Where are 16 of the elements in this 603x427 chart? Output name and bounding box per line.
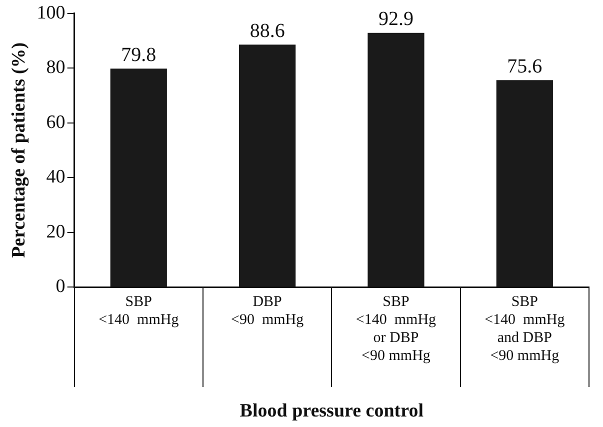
data-label: 75.6 [507, 55, 542, 78]
y-tick-label: 0 [56, 276, 66, 297]
data-label: 92.9 [378, 8, 414, 30]
y-tick-label: 60 [46, 112, 66, 133]
y-axis-title: Percentage of patients (%) [8, 42, 30, 258]
data-label: 79.8 [121, 44, 156, 66]
x-axis-title: Blood pressure control [240, 400, 424, 422]
x-tick-label: DBP <90 mmHg [230, 294, 304, 328]
x-tick-label: SBP <140 mmHg and DBP <90 mmHg [484, 294, 566, 364]
y-tick-label: 40 [46, 166, 66, 188]
y-tick-label: 20 [46, 221, 66, 242]
y-tick-label: 100 [36, 2, 66, 24]
x-tick-label: SBP <140 mmHg or DBP <90 mmHg [356, 294, 437, 364]
x-tick-label: SBP <140 mmHg [98, 294, 180, 328]
data-label: 88.6 [250, 20, 285, 42]
y-tick-label: 80 [46, 57, 66, 78]
